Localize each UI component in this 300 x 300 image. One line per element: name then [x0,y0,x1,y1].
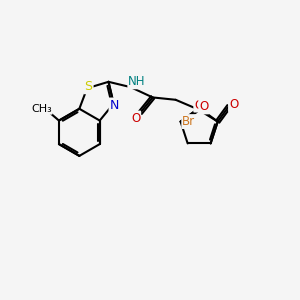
Text: Br: Br [182,115,195,128]
Text: O: O [194,99,203,112]
Text: S: S [85,80,93,93]
Text: O: O [199,100,208,113]
Text: O: O [131,112,140,124]
Text: CH₃: CH₃ [31,104,52,114]
Text: NH: NH [128,75,146,88]
Text: O: O [229,98,238,111]
Text: N: N [110,98,119,112]
